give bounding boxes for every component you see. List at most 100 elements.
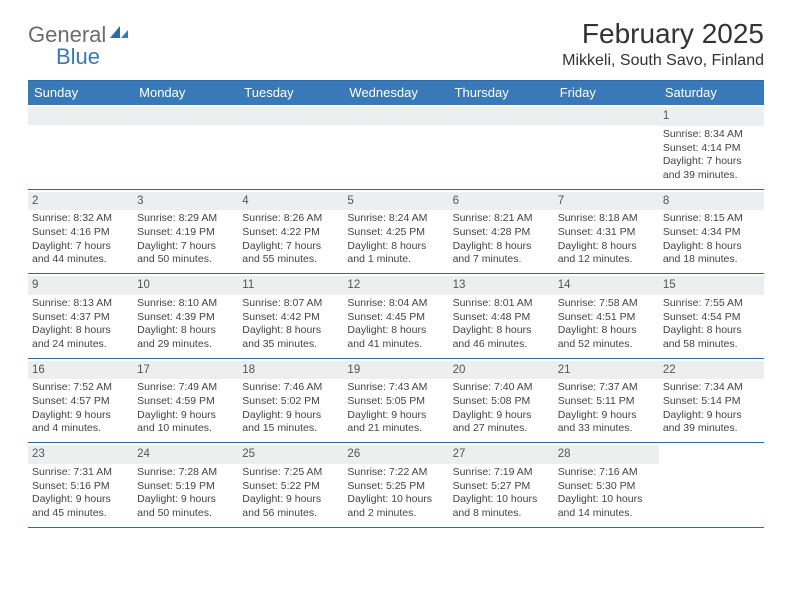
- day-number: 1: [659, 107, 764, 126]
- week-row: 16Sunrise: 7:52 AMSunset: 4:57 PMDayligh…: [28, 359, 764, 444]
- day-sunset: Sunset: 4:57 PM: [32, 395, 129, 409]
- day-cell: 15Sunrise: 7:55 AMSunset: 4:54 PMDayligh…: [659, 274, 764, 358]
- day-day1: Daylight: 9 hours: [347, 409, 444, 423]
- day-sunset: Sunset: 5:22 PM: [242, 480, 339, 494]
- day-sunset: Sunset: 4:22 PM: [242, 226, 339, 240]
- week-row: 23Sunrise: 7:31 AMSunset: 5:16 PMDayligh…: [28, 443, 764, 528]
- day-day1: Daylight: 8 hours: [453, 240, 550, 254]
- day-day2: and 41 minutes.: [347, 338, 444, 352]
- day-sunrise: Sunrise: 8:32 AM: [32, 212, 129, 226]
- logo-sail-icon: [108, 24, 130, 46]
- header: General Blue February 2025 Mikkeli, Sout…: [28, 18, 764, 70]
- day-sunset: Sunset: 5:14 PM: [663, 395, 760, 409]
- day-sunset: Sunset: 5:08 PM: [453, 395, 550, 409]
- day-sunrise: Sunrise: 8:04 AM: [347, 297, 444, 311]
- day-sunrise: Sunrise: 7:58 AM: [558, 297, 655, 311]
- day-cell: 22Sunrise: 7:34 AMSunset: 5:14 PMDayligh…: [659, 359, 764, 443]
- day-header-cell: Tuesday: [238, 81, 343, 105]
- day-cell: 5Sunrise: 8:24 AMSunset: 4:25 PMDaylight…: [343, 190, 448, 274]
- day-cell: [28, 105, 133, 189]
- day-day1: Daylight: 8 hours: [242, 324, 339, 338]
- day-sunrise: Sunrise: 8:24 AM: [347, 212, 444, 226]
- empty-day-band: [133, 107, 238, 125]
- week-row: 2Sunrise: 8:32 AMSunset: 4:16 PMDaylight…: [28, 190, 764, 275]
- day-sunrise: Sunrise: 8:21 AM: [453, 212, 550, 226]
- empty-day-band: [28, 107, 133, 125]
- location-subtitle: Mikkeli, South Savo, Finland: [562, 52, 764, 70]
- day-sunset: Sunset: 5:25 PM: [347, 480, 444, 494]
- day-cell: 28Sunrise: 7:16 AMSunset: 5:30 PMDayligh…: [554, 443, 659, 527]
- day-day2: and 33 minutes.: [558, 422, 655, 436]
- day-sunrise: Sunrise: 8:13 AM: [32, 297, 129, 311]
- day-day2: and 35 minutes.: [242, 338, 339, 352]
- day-day2: and 39 minutes.: [663, 169, 760, 183]
- day-cell: 13Sunrise: 8:01 AMSunset: 4:48 PMDayligh…: [449, 274, 554, 358]
- day-day2: and 45 minutes.: [32, 507, 129, 521]
- day-sunrise: Sunrise: 8:34 AM: [663, 128, 760, 142]
- day-cell: 10Sunrise: 8:10 AMSunset: 4:39 PMDayligh…: [133, 274, 238, 358]
- day-cell: 8Sunrise: 8:15 AMSunset: 4:34 PMDaylight…: [659, 190, 764, 274]
- day-cell: [554, 105, 659, 189]
- day-number: 7: [554, 192, 659, 211]
- day-day1: Daylight: 9 hours: [32, 409, 129, 423]
- day-header-cell: Thursday: [449, 81, 554, 105]
- day-number: 10: [133, 276, 238, 295]
- day-day2: and 4 minutes.: [32, 422, 129, 436]
- day-day1: Daylight: 9 hours: [242, 493, 339, 507]
- day-day1: Daylight: 8 hours: [347, 240, 444, 254]
- day-sunrise: Sunrise: 8:29 AM: [137, 212, 234, 226]
- day-number: 3: [133, 192, 238, 211]
- day-number: 17: [133, 361, 238, 380]
- day-day2: and 12 minutes.: [558, 253, 655, 267]
- day-sunset: Sunset: 4:48 PM: [453, 311, 550, 325]
- day-sunset: Sunset: 4:14 PM: [663, 142, 760, 156]
- day-sunset: Sunset: 4:19 PM: [137, 226, 234, 240]
- day-number: 13: [449, 276, 554, 295]
- calendar: SundayMondayTuesdayWednesdayThursdayFrid…: [28, 80, 764, 528]
- title-block: February 2025 Mikkeli, South Savo, Finla…: [562, 18, 764, 70]
- day-cell: [343, 105, 448, 189]
- day-day2: and 8 minutes.: [453, 507, 550, 521]
- day-sunset: Sunset: 5:16 PM: [32, 480, 129, 494]
- day-sunset: Sunset: 5:19 PM: [137, 480, 234, 494]
- day-number: 23: [28, 445, 133, 464]
- day-cell: 14Sunrise: 7:58 AMSunset: 4:51 PMDayligh…: [554, 274, 659, 358]
- day-sunset: Sunset: 4:51 PM: [558, 311, 655, 325]
- day-cell: 11Sunrise: 8:07 AMSunset: 4:42 PMDayligh…: [238, 274, 343, 358]
- day-number: 11: [238, 276, 343, 295]
- day-sunrise: Sunrise: 7:34 AM: [663, 381, 760, 395]
- day-cell: 12Sunrise: 8:04 AMSunset: 4:45 PMDayligh…: [343, 274, 448, 358]
- day-day1: Daylight: 8 hours: [558, 324, 655, 338]
- day-cell: 2Sunrise: 8:32 AMSunset: 4:16 PMDaylight…: [28, 190, 133, 274]
- logo: General Blue: [28, 18, 130, 68]
- day-sunrise: Sunrise: 7:25 AM: [242, 466, 339, 480]
- day-number: 4: [238, 192, 343, 211]
- day-sunset: Sunset: 5:05 PM: [347, 395, 444, 409]
- page-title: February 2025: [562, 18, 764, 50]
- day-day1: Daylight: 9 hours: [32, 493, 129, 507]
- day-number: 9: [28, 276, 133, 295]
- day-number: 27: [449, 445, 554, 464]
- day-sunset: Sunset: 4:39 PM: [137, 311, 234, 325]
- day-header-row: SundayMondayTuesdayWednesdayThursdayFrid…: [28, 81, 764, 105]
- day-day2: and 18 minutes.: [663, 253, 760, 267]
- day-day1: Daylight: 7 hours: [32, 240, 129, 254]
- empty-day-band: [554, 107, 659, 125]
- day-day1: Daylight: 8 hours: [453, 324, 550, 338]
- day-number: 24: [133, 445, 238, 464]
- day-cell: 9Sunrise: 8:13 AMSunset: 4:37 PMDaylight…: [28, 274, 133, 358]
- day-day2: and 58 minutes.: [663, 338, 760, 352]
- day-day1: Daylight: 10 hours: [558, 493, 655, 507]
- day-day2: and 27 minutes.: [453, 422, 550, 436]
- day-sunrise: Sunrise: 8:15 AM: [663, 212, 760, 226]
- day-header-cell: Sunday: [28, 81, 133, 105]
- day-cell: 1Sunrise: 8:34 AMSunset: 4:14 PMDaylight…: [659, 105, 764, 189]
- day-day2: and 50 minutes.: [137, 507, 234, 521]
- day-day2: and 2 minutes.: [347, 507, 444, 521]
- day-sunrise: Sunrise: 7:40 AM: [453, 381, 550, 395]
- day-number: 21: [554, 361, 659, 380]
- day-day2: and 55 minutes.: [242, 253, 339, 267]
- day-sunset: Sunset: 4:45 PM: [347, 311, 444, 325]
- day-cell: 25Sunrise: 7:25 AMSunset: 5:22 PMDayligh…: [238, 443, 343, 527]
- day-sunrise: Sunrise: 8:10 AM: [137, 297, 234, 311]
